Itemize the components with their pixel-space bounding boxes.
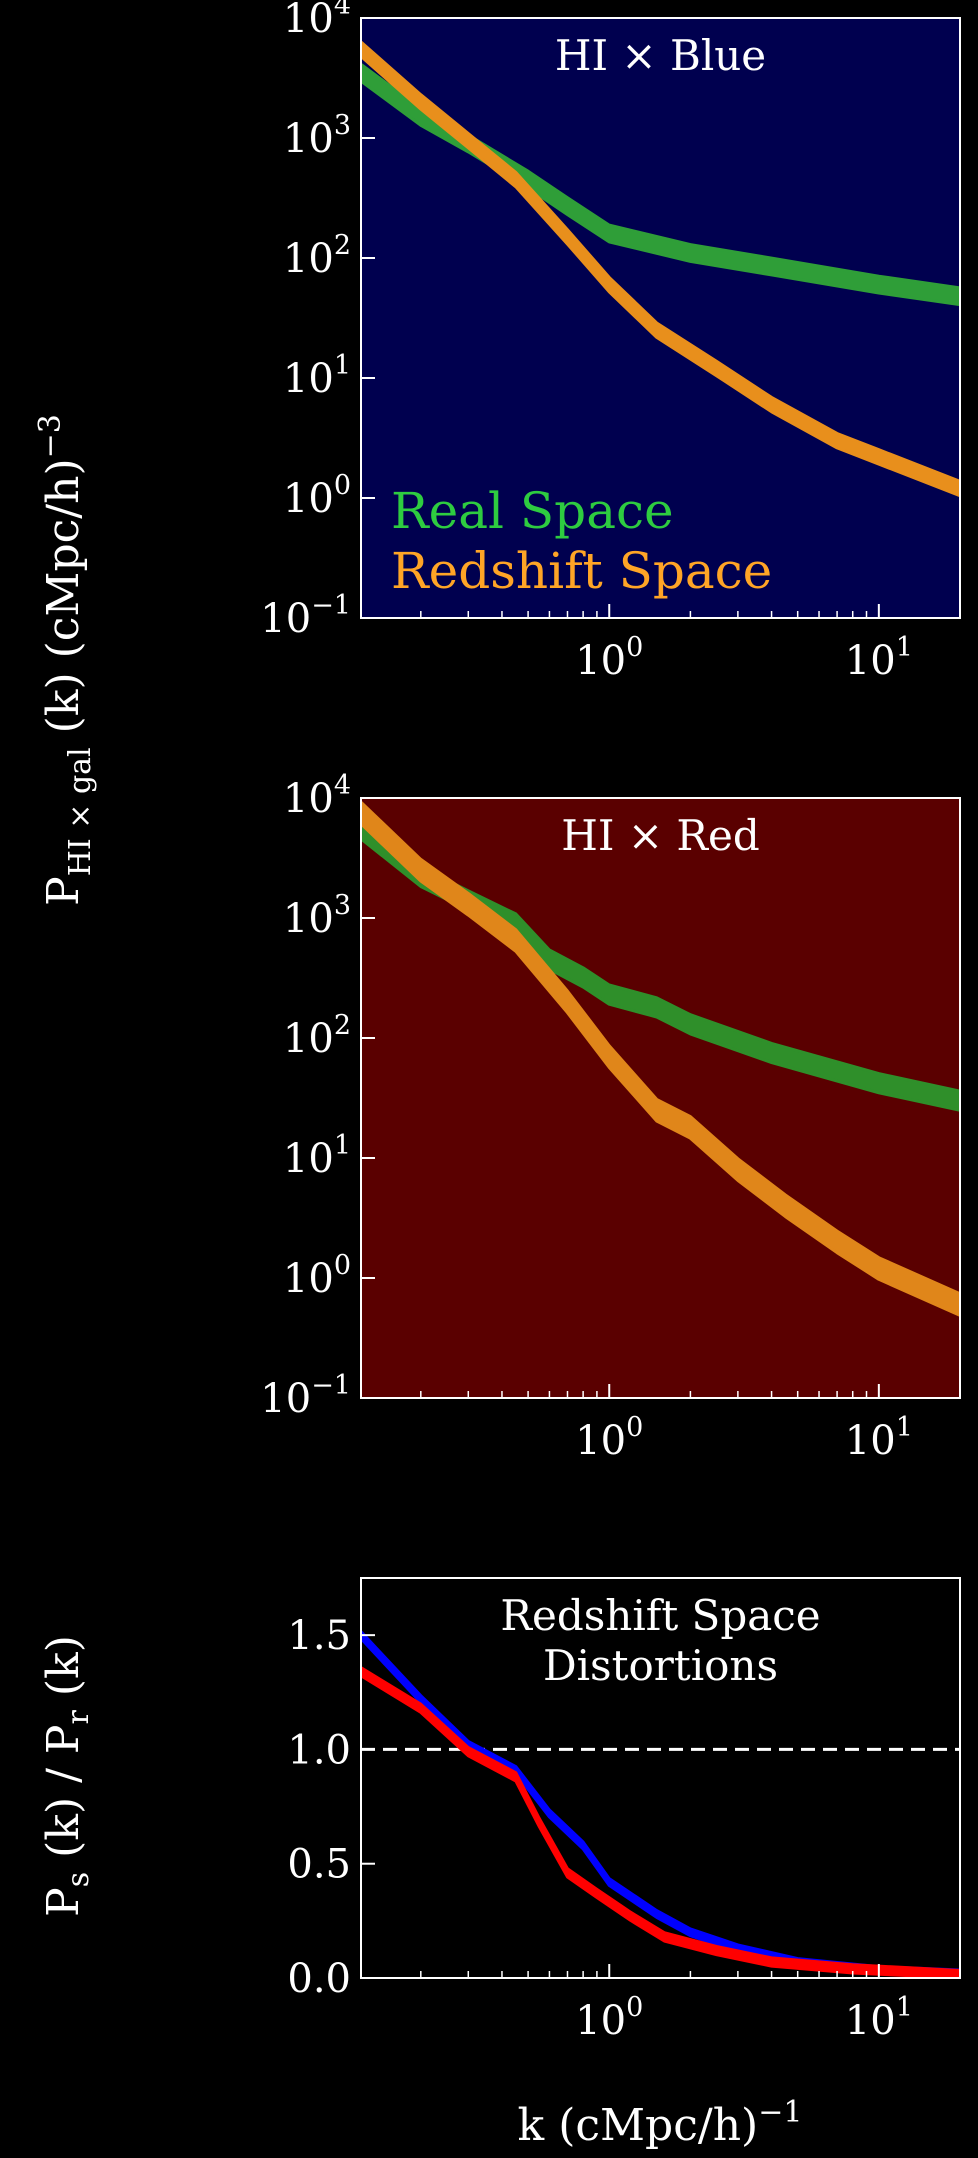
panel-title: HI × Blue: [555, 31, 766, 80]
plot-frame: [360, 797, 961, 1399]
y-tick-label: 10−1: [260, 590, 351, 642]
x-tick-label: 100: [575, 632, 643, 684]
x-axis-label: k (cMpc/h)−1: [518, 2095, 803, 2151]
panel-hi-blue: 100 101 104 103 102 101 100 10−1 HI × Blue Real S…: [260, 0, 961, 684]
plot-frame: [360, 17, 961, 619]
panel-hi-red: 100 101 104 103 102 101 100 10−1 HI × Red: [260, 770, 961, 1464]
y-tick-label: 0.5: [287, 1842, 351, 1888]
panel-title-line: Redshift Space: [500, 1591, 820, 1640]
y-tick-label: 0.0: [287, 1956, 351, 2002]
y-tick-label: 101: [283, 350, 351, 402]
legend-entry: Real Space: [391, 482, 674, 540]
panel-title: HI × Red: [561, 811, 759, 860]
y-tick-label: 104: [283, 0, 351, 42]
y-tick-label: 104: [283, 770, 351, 822]
x-tick-label: 101: [845, 632, 913, 684]
legend-entry: Redshift Space: [391, 542, 772, 600]
panel-rsd-ratio: 100 101 1.5 1.0 0.5 0.0 Redshift SpaceDistorti…: [287, 1577, 961, 2044]
y-tick-label: 102: [283, 230, 351, 282]
x-tick-label: 101: [845, 1992, 913, 2044]
y-tick-label: 1.0: [287, 1727, 351, 1773]
y-tick-label: 1.5: [287, 1613, 351, 1659]
y-tick-label: 100: [283, 1250, 351, 1302]
y-axis-label-power: PHI × gal (k) (cMpc/h)−3: [33, 414, 98, 906]
plot-frame: [360, 1577, 961, 1979]
y-tick-label: 103: [283, 110, 351, 162]
x-tick-label: 101: [845, 1412, 913, 1464]
series-band-redshift-space: [361, 800, 960, 1317]
y-tick-label: 103: [283, 890, 351, 942]
y-tick-label: 102: [283, 1010, 351, 1062]
x-tick-label: 100: [575, 1992, 643, 2044]
x-tick-label: 100: [575, 1412, 643, 1464]
series-band-hi-red: [361, 1666, 960, 1978]
series-band-hi-blue: [361, 1630, 960, 1978]
y-tick-label: 101: [283, 1130, 351, 1182]
y-tick-label: 100: [283, 470, 351, 522]
y-axis-label-ratio: Ps (k) / Pr (k): [38, 1635, 96, 1917]
y-tick-label: 10−1: [260, 1370, 351, 1422]
series-band-redshift-space: [361, 40, 960, 498]
plot-background: [361, 18, 960, 618]
panel-title-line: Distortions: [543, 1641, 778, 1690]
